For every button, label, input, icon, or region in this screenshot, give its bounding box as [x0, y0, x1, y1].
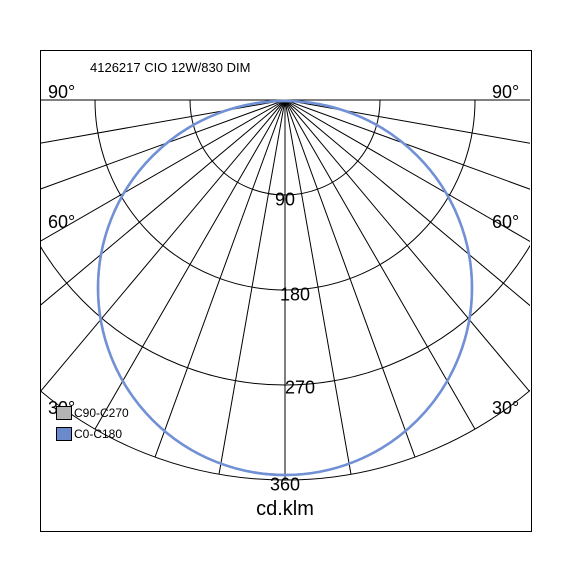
- legend-label: C0-C180: [74, 427, 122, 441]
- angle-label: 90°: [48, 82, 75, 103]
- angle-label: 60°: [48, 212, 75, 233]
- legend-swatch: [56, 406, 72, 420]
- ring-label: 360: [270, 475, 300, 496]
- angle-label: 30°: [492, 398, 519, 419]
- ring-label: 90: [275, 190, 295, 211]
- ring-label: 180: [280, 285, 310, 306]
- angle-label: 60°: [492, 212, 519, 233]
- ring-label: 270: [285, 378, 315, 399]
- x-axis-label: cd.klm: [256, 498, 314, 521]
- chart-title: 4126217 CIO 12W/830 DIM: [90, 60, 250, 75]
- legend-label: C90-C270: [74, 406, 129, 420]
- legend-swatch: [56, 427, 72, 441]
- angle-label: 90°: [492, 82, 519, 103]
- polar-chart-container: 4126217 CIO 12W/830 DIM 90° 90° 60° 60° 30° 3…: [0, 0, 570, 570]
